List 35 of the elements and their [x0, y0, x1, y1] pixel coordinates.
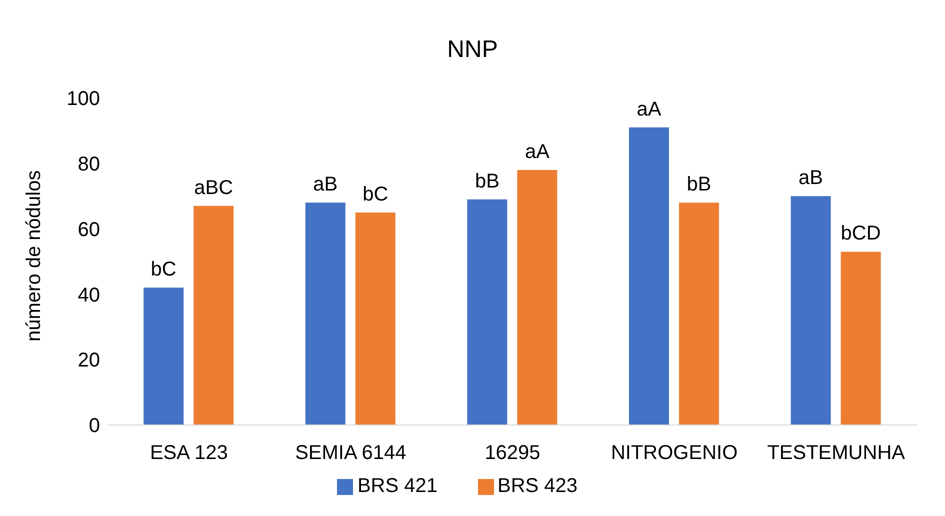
legend-label: BRS 423	[498, 475, 578, 497]
bar	[517, 170, 558, 425]
data-label: bCD	[840, 222, 881, 245]
x-tick-label: 16295	[484, 442, 540, 464]
y-tick-label: 80	[78, 154, 100, 176]
bar	[305, 202, 346, 425]
y-tick-label: 0	[88, 415, 100, 438]
bar	[467, 199, 508, 425]
chart-title: NNP	[446, 36, 499, 64]
data-label: bC	[362, 183, 388, 206]
y-axis-title: número de nódulos	[23, 170, 46, 342]
x-tick-label: NITROGENIO	[610, 442, 738, 464]
x-tick-label: ESA 123	[150, 442, 228, 464]
data-label: aA	[524, 140, 550, 163]
bar	[840, 252, 881, 425]
bar	[678, 202, 719, 425]
legend-label: BRS 421	[357, 475, 438, 497]
y-tick-label: 60	[78, 218, 100, 241]
y-tick-label: 100	[66, 88, 100, 110]
data-label: aA	[636, 98, 662, 120]
x-tick-label: SEMIA 6144	[295, 442, 406, 464]
data-label: aBC	[194, 176, 234, 199]
data-label: aB	[798, 167, 824, 190]
bar	[144, 288, 184, 425]
bar	[628, 127, 669, 425]
data-label: aB	[313, 174, 338, 196]
y-tick-label: 20	[78, 350, 100, 372]
bar	[355, 212, 396, 425]
y-tick-label: 40	[78, 284, 100, 306]
bar	[790, 196, 831, 425]
x-tick-label: TESTEMUNHA	[767, 442, 906, 464]
data-label: bB	[474, 170, 500, 192]
bar	[194, 206, 234, 425]
data-label: bC	[150, 258, 176, 281]
data-label: bB	[686, 174, 712, 196]
